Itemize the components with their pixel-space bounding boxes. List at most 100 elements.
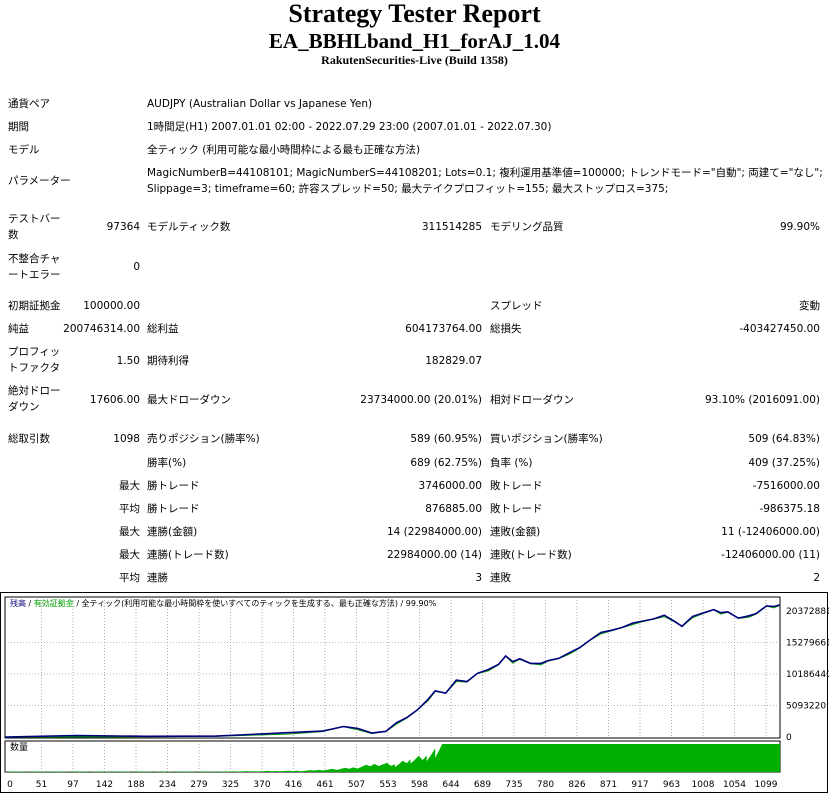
params-label: パラメーター [8, 175, 71, 187]
symbol-label: 通貨ペア [8, 98, 50, 110]
total-trades-label: 総取引数 [8, 433, 50, 445]
x-tick-labels: 0 51 97 142 188 234 279 325 370 416 461 507 553 598 64… [7, 780, 778, 790]
abs-drawdown-label-2: ダウン [8, 401, 40, 413]
legend-quality: 99.90% [406, 599, 437, 608]
x-tick-label: 234 [159, 780, 176, 790]
y-tick-labels: 20372881 15279661 10186440 5093220 0 [786, 607, 829, 743]
bars-value: 97364 [106, 221, 140, 233]
consec-losses-money-value: 11 (-12406000.00) [721, 526, 820, 538]
params-line-2: Slippage=3; timeframe=60; 許容スプレッド=50; 最大… [147, 183, 669, 195]
avg-win-label: 勝トレード [147, 503, 200, 515]
gross-profit-label: 総利益 [147, 323, 179, 335]
legend-sep-3: / [398, 599, 406, 608]
short-positions-label: 売りポジション(勝率%) [147, 433, 260, 445]
x-tick-label: 644 [442, 780, 459, 790]
x-tick-label: 826 [568, 780, 585, 790]
avg-consec-losses-value: 2 [813, 572, 820, 584]
largest-loss-label: 敗トレード [490, 480, 543, 492]
spread-label: スプレッド [490, 300, 543, 312]
abs-drawdown-value: 17606.00 [89, 394, 140, 406]
bars-label-1: テストバー [8, 213, 61, 225]
x-tick-label: 963 [663, 780, 680, 790]
win-rate-value: 689 (62.75%) [410, 457, 482, 469]
quality-label: モデリング品質 [490, 221, 564, 233]
x-tick-label: 279 [190, 780, 207, 790]
x-tick-label: 689 [474, 780, 491, 790]
report-title: Strategy Tester Report [288, 0, 541, 28]
profit-factor-label-1: プロフィッ [8, 346, 61, 358]
legend-model: 全ティック(利用可能な最小時間枠を使いすべてのティックを生成する、最も正確な方法… [82, 598, 398, 608]
x-tick-label: 507 [348, 780, 365, 790]
quality-value: 99.90% [779, 221, 820, 233]
abs-drawdown-label-1: 絶対ドロー [8, 385, 61, 397]
gross-loss-value: -403427450.00 [739, 323, 820, 335]
x-tick-label: 1099 [755, 780, 778, 790]
legend-equity: 有効証拠金 [34, 598, 74, 608]
mismatch-value: 0 [133, 261, 140, 273]
symbol-value: AUDJPY (Australian Dollar vs Japanese Ye… [147, 98, 373, 110]
deposit-label: 初期証拠金 [8, 300, 61, 312]
long-positions-value: 509 (64.83%) [748, 433, 820, 445]
x-tick-label: 370 [253, 780, 270, 790]
max-drawdown-label: 最大ドローダウン [147, 394, 231, 406]
gross-profit-value: 604173764.00 [405, 323, 482, 335]
legend-sep-2: / [74, 599, 82, 608]
x-tick-label: 188 [127, 780, 144, 790]
balance-chart: 20372881 15279661 10186440 5093220 0 残高 / 有効… [0, 592, 829, 793]
loss-rate-value: 409 (37.25%) [748, 457, 820, 469]
ticks-label: モデルティック数 [147, 221, 231, 233]
mismatch-label-2: ートエラー [8, 269, 61, 281]
x-tick-label: 1054 [723, 780, 746, 790]
consec-wins-count-value: 22984000.00 (14) [386, 549, 482, 561]
x-tick-label: 51 [36, 780, 47, 790]
net-profit-label: 純益 [8, 323, 29, 335]
period-label: 期間 [8, 121, 29, 133]
profit-factor-label-2: トファクタ [8, 362, 61, 374]
model-value: 全ティック (利用可能な最小時間枠による最も正確な方法) [147, 144, 421, 156]
model-label: モデル [8, 144, 40, 156]
legend-text: 残高 / 有効証拠金 / 全ティック(利用可能な最小時間枠を使いすべてのティック… [10, 598, 437, 608]
x-tick-label: 735 [505, 780, 522, 790]
max-consec-money-prefix: 最大 [119, 526, 140, 538]
legend-balance: 残高 [10, 598, 26, 608]
win-rate-label: 勝率(%) [147, 457, 187, 469]
consec-losses-money-label: 連敗(金額) [490, 526, 541, 538]
x-tick-label: 0 [7, 780, 13, 790]
x-tick-label: 325 [222, 780, 239, 790]
x-tick-label: 598 [411, 780, 428, 790]
avg-consec-prefix: 平均 [119, 572, 140, 584]
params-line-1: MagicNumberB=44108101; MagicNumberS=4410… [147, 167, 823, 179]
ticks-value: 311514285 [421, 221, 482, 233]
consec-losses-count-value: -12406000.00 (11) [721, 549, 820, 561]
profit-factor-value: 1.50 [116, 355, 140, 367]
avg-win-value: 876885.00 [425, 503, 482, 515]
ea-name: EA_BBHLband_H1_forAJ_1.04 [268, 29, 561, 53]
avg-loss-value: -986375.18 [759, 503, 820, 515]
average-label: 平均 [119, 503, 140, 515]
mismatch-label-1: 不整合チャ [8, 253, 61, 265]
y-tick-label: 0 [786, 733, 792, 743]
volume-area [5, 744, 780, 772]
consec-losses-count-label: 連敗(トレード数) [490, 549, 572, 561]
avg-consec-losses-label: 連敗 [490, 572, 511, 584]
x-tick-label: 553 [379, 780, 396, 790]
grid-main [5, 597, 780, 738]
x-tick-label: 461 [316, 780, 333, 790]
y-tick-label: 15279661 [786, 639, 829, 649]
consec-wins-count-label: 連勝(トレード数) [147, 549, 229, 561]
balance-line [4, 604, 781, 738]
legend-sep-1: / [26, 599, 34, 608]
expected-payoff-label: 期待利得 [147, 355, 189, 367]
consec-wins-money-label: 連勝(金額) [147, 526, 198, 538]
x-tick-label: 142 [96, 780, 113, 790]
gross-loss-label: 総損失 [490, 323, 522, 335]
x-tick-label: 871 [600, 780, 617, 790]
deposit-value: 100000.00 [83, 300, 140, 312]
x-tick-label: 917 [631, 780, 648, 790]
avg-consec-wins-label: 連勝 [147, 572, 168, 584]
y-tick-label: 20372881 [786, 607, 829, 617]
balance-panel [4, 596, 781, 739]
x-tick-label: 97 [67, 780, 78, 790]
y-tick-label: 5093220 [786, 702, 826, 712]
x-tick-label: 416 [285, 780, 302, 790]
